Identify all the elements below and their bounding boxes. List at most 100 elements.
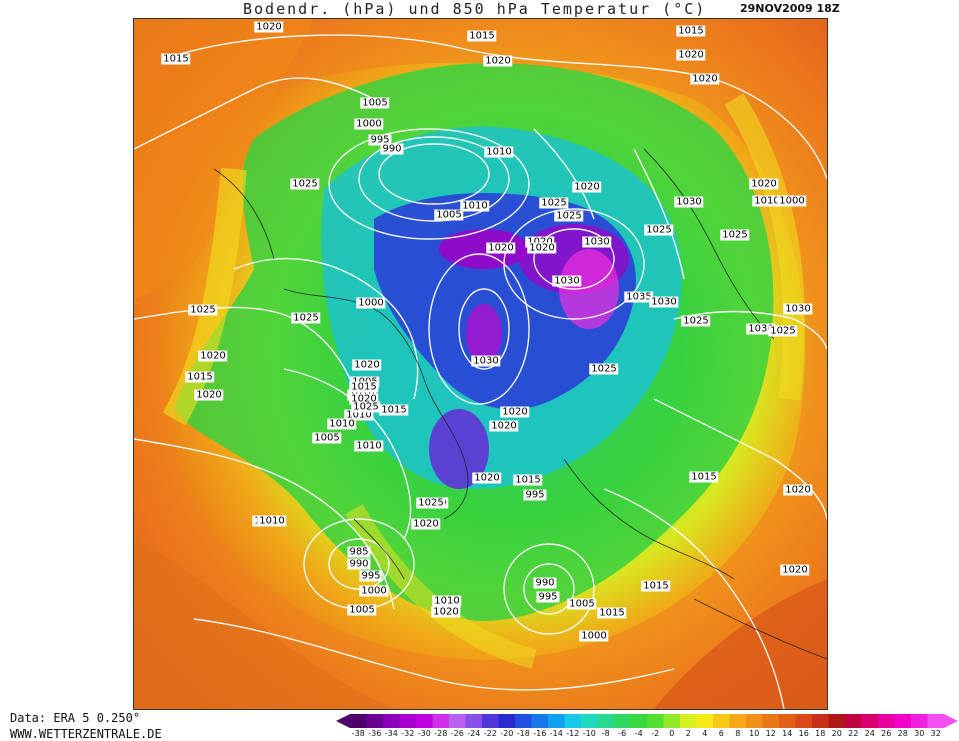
- colorbar-segment: [399, 714, 417, 728]
- isobar-value-label: 1020: [749, 178, 779, 190]
- isobar-value-label: 1015: [597, 607, 627, 619]
- isobar-value-label: 1025: [768, 325, 798, 337]
- isobar-value-label: 1005: [312, 432, 342, 444]
- isobar-value-label: 1015: [513, 474, 543, 486]
- colorbar-segment: [416, 714, 433, 728]
- isobar-value-label: 1025: [290, 178, 320, 190]
- coastlines: [213, 148, 827, 660]
- isobar-value-label: 1020: [690, 73, 720, 85]
- warm-pink-anomaly: [559, 249, 619, 329]
- coastline: [423, 378, 469, 520]
- colorbar-segment: [564, 714, 582, 728]
- colorbar-segment: [647, 714, 664, 728]
- colorbar-tick-label: -38: [351, 729, 365, 738]
- colorbar-tick-label: 12: [765, 729, 776, 738]
- colorbar-segment: [515, 714, 532, 728]
- isobar: [134, 438, 395, 610]
- colorbar-segment: [531, 714, 549, 728]
- isobar-value-label: 1020: [483, 55, 513, 67]
- colorbar-tick-label: 6: [718, 729, 724, 738]
- isobar-value-label: 1000: [579, 630, 609, 642]
- colorbar-segment: [696, 714, 714, 728]
- colorbar-segment: [861, 714, 879, 728]
- colorbar-segment: [894, 714, 912, 728]
- weather-map: 1020 1015 1015 1015 1020 1020 1020 1005 1000 995 9…: [133, 18, 828, 710]
- isobar-value-label: 1015: [161, 53, 191, 65]
- coastline: [213, 168, 275, 260]
- isobar-value-label: 1025: [589, 363, 619, 375]
- isobar: [328, 538, 390, 590]
- isobar-value-label: 1010: [752, 195, 782, 207]
- coastline: [283, 288, 425, 380]
- pacific-warm-area: [134, 19, 314, 299]
- southeast-warm-area: [654, 579, 827, 709]
- colorbar-segment: [366, 714, 384, 728]
- colorbar-tick-label: -34: [384, 729, 398, 738]
- colorbar-tick-label: -32: [401, 729, 415, 738]
- isobar-value-label: 1020: [527, 242, 557, 254]
- coastline: [693, 598, 827, 660]
- colorbar-segment: [878, 714, 895, 728]
- map-svg: [134, 19, 827, 709]
- colorbar-segment: [449, 714, 466, 728]
- isobar-value-label: 1010: [327, 418, 357, 430]
- isobar-value-label: 1015: [379, 404, 409, 416]
- colorbar-segment: [713, 714, 730, 728]
- isobar-value-label: 1010: [484, 146, 514, 158]
- isobar-value-label: 1015: [349, 381, 379, 393]
- isobar: [163, 34, 827, 180]
- colorbar-tick-label: -4: [634, 729, 643, 738]
- isobar: [523, 563, 575, 615]
- isobar-value-label: 1020: [254, 21, 284, 33]
- isobar-value-label: 1030: [649, 296, 679, 308]
- colorbar-tick-label: -18: [516, 729, 530, 738]
- isobar-value-label: 1015: [689, 471, 719, 483]
- colorbar-segment: [812, 714, 829, 728]
- colorbar-segment: [614, 714, 631, 728]
- isobar-value-label: 1015: [676, 25, 706, 37]
- data-source-label: Data: ERA 5 0.250°: [10, 711, 141, 725]
- isobar-value-label: 1020: [489, 420, 519, 432]
- colorbar-tick-label: 8: [735, 729, 741, 738]
- isobar-value-label: 1020: [783, 484, 813, 496]
- isobar-value-label: 1030: [471, 355, 501, 367]
- isobar-value-label: 1020: [349, 393, 379, 405]
- isobar-value-label: 1005: [434, 209, 464, 221]
- coastline: [563, 458, 735, 580]
- website-label: WWW.WETTERZENTRALE.DE: [10, 727, 162, 741]
- colorbar-segment: [795, 714, 813, 728]
- colorbar-segment: [746, 714, 763, 728]
- isobar: [358, 136, 510, 222]
- colorbar-tick-labels: -38 -36 -34 -32 -30 -28 -26 -24 -22 -20 -18 -16 -14-…: [336, 729, 958, 741]
- isobar-value-label: 1025: [554, 210, 584, 222]
- colorbar-segment: [828, 714, 846, 728]
- colorbar-tick-label: 4: [702, 729, 708, 738]
- colorbar-segment: [663, 714, 681, 728]
- colorbar-tick-label: -20: [500, 729, 514, 738]
- colorbar-tick-label: -36: [368, 729, 382, 738]
- isobar-value-label: 1005: [567, 598, 597, 610]
- isobar: [533, 228, 615, 290]
- very-cold-core-central: [466, 304, 502, 364]
- colorbar-tick-label: 30: [914, 729, 925, 738]
- south-warm-area: [134, 539, 394, 709]
- colorbar-segment: [729, 714, 747, 728]
- isobar-value-label: 1030: [674, 196, 704, 208]
- temperature-colorbar: [336, 714, 958, 728]
- isobar-value-label: 1010: [460, 200, 490, 212]
- isobar-value-label: 985: [347, 546, 371, 558]
- colorbar-tick-label: 32: [930, 729, 941, 738]
- isobar: [503, 543, 595, 635]
- isobar-value-label: 1020: [431, 606, 461, 618]
- colorbar-segment: [911, 714, 928, 728]
- isobar-value-label: 1030: [552, 275, 582, 287]
- isobar-value-label: 990: [347, 558, 371, 570]
- isobar-value-label: 1005: [347, 604, 377, 616]
- colorbar-tick-label: -14: [549, 729, 563, 738]
- isobar-value-label: 1025: [291, 312, 321, 324]
- isobar: [328, 128, 530, 240]
- isobar-value-label: 1015: [185, 371, 215, 383]
- colorbar-tick-label: 28: [897, 729, 908, 738]
- isobar-value-label: 1020: [352, 359, 382, 371]
- isobar-value-label: 1020: [525, 236, 555, 248]
